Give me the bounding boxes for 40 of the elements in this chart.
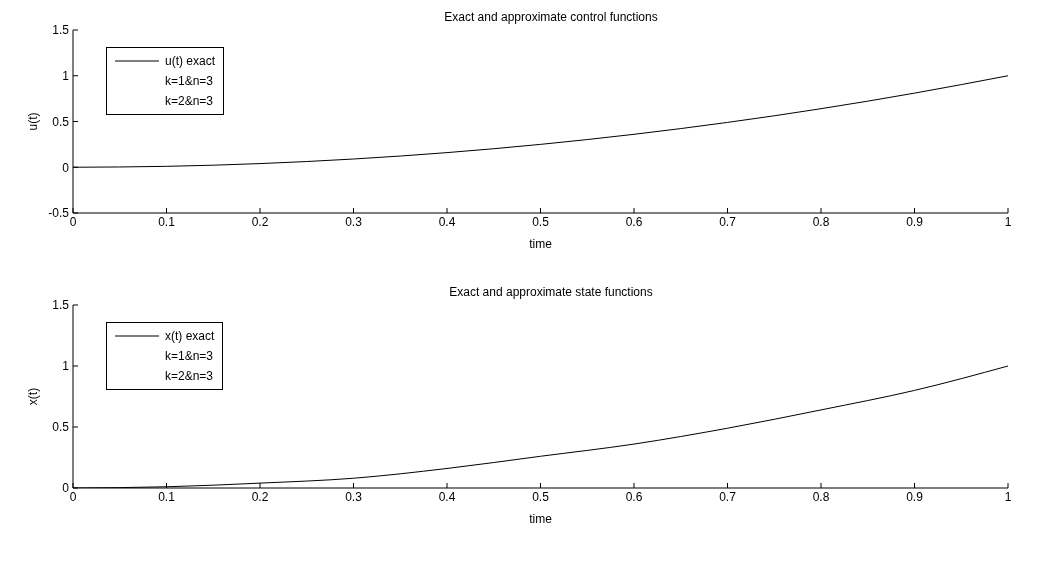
- x-tick-label: 0.8: [812, 489, 830, 504]
- chart-title: Exact and approximate state functions: [448, 285, 654, 299]
- x-tick-label: 0.3: [345, 489, 363, 504]
- y-tick-label: 0.5: [52, 420, 70, 435]
- y-tick-label: 1.5: [52, 298, 70, 313]
- x-tick-label: 1: [1004, 214, 1012, 229]
- x-tick-label: 0.9: [906, 214, 924, 229]
- y-axis-title: u(t): [26, 112, 41, 131]
- text: k=2&n=3: [165, 94, 214, 108]
- x-tick-label: 0.6: [625, 489, 643, 504]
- x-tick-label: 0.4: [438, 489, 456, 504]
- y-tick-label: 1: [62, 69, 70, 84]
- x-tick-label: 0.5: [532, 489, 550, 504]
- x-tick-label: 1: [1004, 489, 1012, 504]
- x-tick-label: 0.9: [906, 489, 924, 504]
- legend-label: x(t) exact: [165, 329, 215, 343]
- x-tick-label: 0.5: [532, 214, 550, 229]
- x-tick-label: 0.2: [251, 489, 269, 504]
- x-tick-label: 0.1: [158, 489, 176, 504]
- legend-label: u(t) exact: [165, 54, 216, 68]
- chart-title: Exact and approximate control functions: [443, 10, 659, 24]
- text: k=2&n=3: [165, 369, 214, 383]
- x-tick-label: 0.7: [719, 214, 737, 229]
- x-tick-label: 0.8: [812, 214, 830, 229]
- x-tick-label: 0.1: [158, 214, 176, 229]
- y-tick-label: 1: [62, 359, 70, 374]
- x-tick-label: 0.4: [438, 214, 456, 229]
- y-tick-label: 0.5: [52, 114, 70, 129]
- x-tick-label: 0.6: [625, 214, 643, 229]
- x-tick-label: 0.2: [251, 214, 269, 229]
- y-tick-label: -0.5: [48, 206, 70, 221]
- x-axis-title: time: [529, 237, 553, 251]
- y-tick-label: 0: [62, 160, 70, 175]
- text: k=1&n=3: [165, 74, 214, 88]
- y-tick-label: 1.5: [52, 23, 70, 38]
- x-axis-title: time: [529, 512, 553, 526]
- y-axis-title: x(t): [26, 387, 41, 406]
- x-tick-label: 0.3: [345, 214, 363, 229]
- text: k=1&n=3: [165, 349, 214, 363]
- x-tick-label: 0.7: [719, 489, 737, 504]
